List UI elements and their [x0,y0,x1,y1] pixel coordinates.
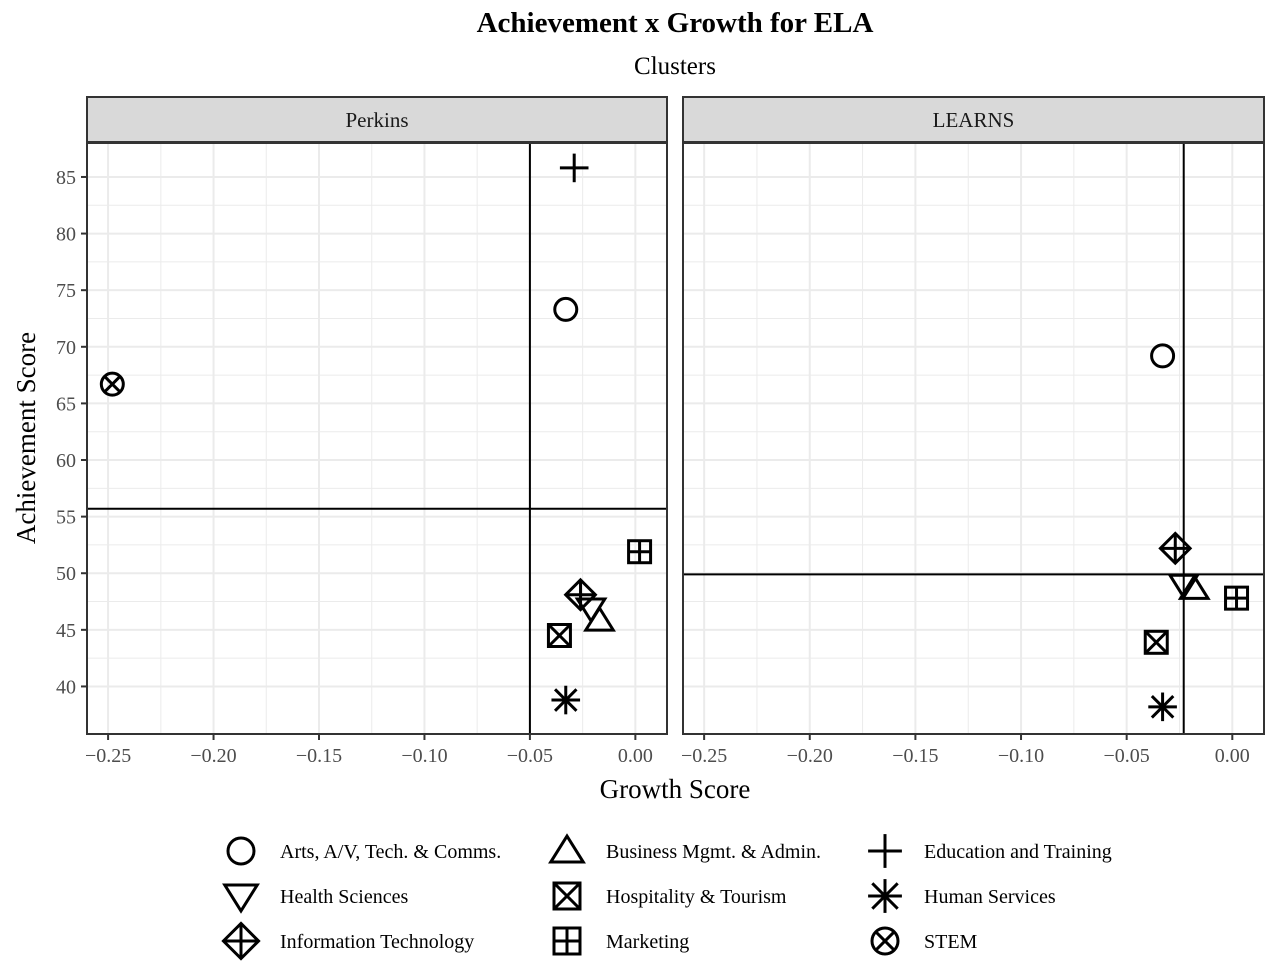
x-tick-label: −0.25 [85,745,131,767]
legend-key [868,834,902,868]
data-point [99,371,125,397]
panel-background [87,143,667,734]
y-tick-label: 70 [56,337,76,359]
legend-label: Marketing [606,931,689,953]
legend-key [870,926,900,956]
legend-item: Hospitality & Tourism [552,881,787,911]
y-tick-label: 50 [56,563,76,585]
legend-key [552,926,582,956]
y-tick-label: 85 [56,167,76,189]
legend-item: Information Technology [221,921,474,961]
x-tick-label: −0.15 [892,745,938,767]
legend-label: Arts, A/V, Tech. & Comms. [280,841,501,863]
panel-strip-label: LEARNS [933,108,1015,132]
data-point [1224,585,1250,611]
x-tick-label: −0.10 [401,745,447,767]
data-point [1150,343,1176,369]
points [99,153,653,715]
y-tick-label: 75 [56,280,76,302]
data-point [553,296,579,322]
panel-border [682,142,1265,735]
points [1143,343,1250,722]
x-tick-label: −0.15 [296,745,342,767]
panel-strip [86,96,668,143]
x-tick-label: 0.00 [1215,745,1250,767]
x-tick-label: −0.25 [681,745,727,767]
legend-item: Business Mgmt. & Admin. [548,833,821,864]
legend-item: Marketing [552,926,689,956]
x-tick-label: −0.05 [507,745,553,767]
panels: Perkins −0.25 −0.20 −0.15 −0.10 −0.05 0.00 40 45… [56,96,1265,767]
data-point [559,153,589,183]
y-tick-label: 80 [56,224,76,246]
y-tick-label: 40 [56,676,76,698]
panel-border [86,142,668,735]
legend-item: Human Services [868,879,1056,913]
legend-item: STEM [870,926,978,956]
panel-strip-label: Perkins [346,108,409,132]
legend-key [868,879,902,913]
chart-title: Achievement x Growth for ELA [477,7,874,39]
data-point [551,685,581,715]
x-tick-label: −0.20 [787,745,833,767]
panel-perkins: Perkins −0.25 −0.20 −0.15 −0.10 −0.05 0.00 40 45… [56,96,668,767]
x-tick-label: −0.10 [998,745,1044,767]
x-tick-label: 0.00 [618,745,653,767]
legend-item: Education and Training [868,834,1112,868]
legend-label: STEM [924,931,978,953]
data-point [1148,692,1177,722]
legend-label: Human Services [924,886,1056,908]
data-point [1167,573,1201,601]
x-tick-label: −0.20 [190,745,236,767]
legend-key [226,836,256,866]
data-point [1158,531,1193,566]
legend-key [548,833,586,864]
data-point [1177,573,1211,600]
data-point [583,605,616,632]
data-point [1143,629,1169,655]
legend-label: Business Mgmt. & Admin. [606,841,821,863]
legend-item: Arts, A/V, Tech. & Comms. [226,836,501,866]
y-axis-title: Achievement Score [11,332,41,544]
legend-key [552,881,582,911]
y-tick-label: 65 [56,393,76,415]
data-point [546,623,572,648]
legend-item: Health Sciences [222,883,408,914]
panel-learns: LEARNS −0.25 −0.20 −0.15 −0.10 −0.05 0.00 [681,96,1265,767]
legend-label: Health Sciences [280,886,408,908]
x-axis-title: Growth Score [600,774,751,804]
y-tick-label: 45 [56,620,76,642]
y-tick-label: 60 [56,450,76,472]
legend-key [221,921,261,961]
chart-subtitle: Clusters [634,53,716,80]
data-point [627,539,653,565]
panel-background [683,143,1264,734]
legend: Arts, A/V, Tech. & Comms. Business Mgmt. … [221,833,1112,961]
legend-key [222,883,260,914]
grid [683,143,1264,734]
x-tick-label: −0.05 [1104,745,1150,767]
y-tick-label: 55 [56,507,76,529]
legend-label: Education and Training [924,841,1112,863]
panel-strip [682,96,1265,143]
legend-label: Hospitality & Tourism [606,886,787,908]
legend-label: Information Technology [280,931,474,953]
